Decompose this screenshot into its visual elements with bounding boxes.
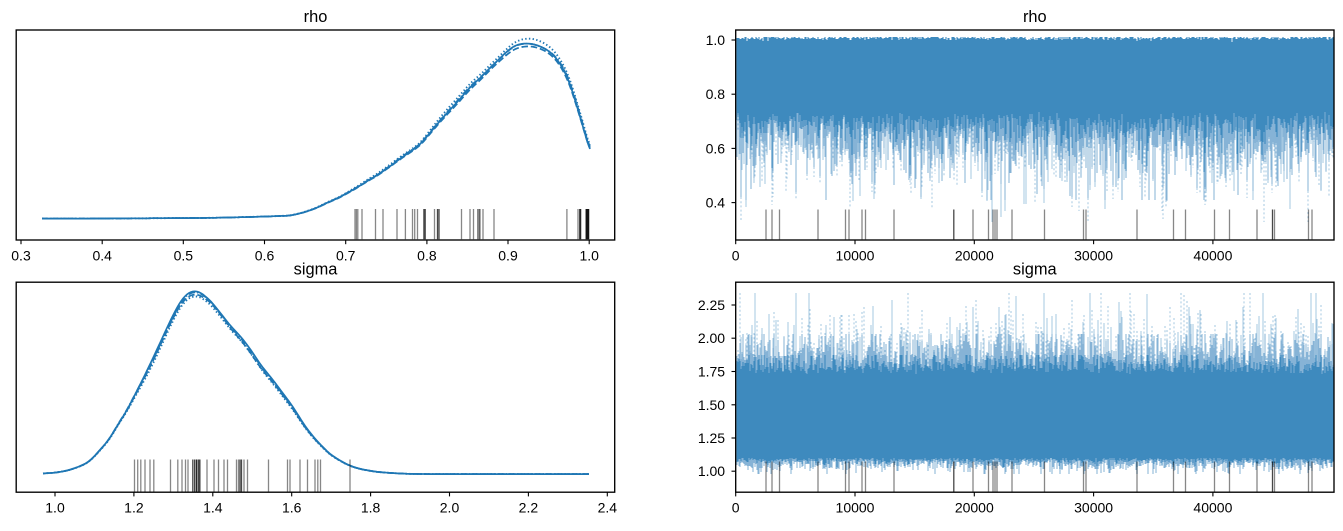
svg-text:0.3: 0.3 [11, 248, 31, 264]
svg-text:10000: 10000 [836, 248, 875, 264]
svg-text:40000: 40000 [1193, 500, 1232, 516]
svg-text:1.50: 1.50 [698, 397, 725, 413]
svg-text:0.5: 0.5 [174, 248, 194, 264]
svg-text:0.6: 0.6 [255, 248, 275, 264]
svg-text:rho: rho [304, 8, 328, 26]
svg-text:0.6: 0.6 [706, 140, 726, 156]
svg-text:0.4: 0.4 [92, 248, 112, 264]
svg-text:30000: 30000 [1074, 248, 1113, 264]
svg-text:1.2: 1.2 [124, 500, 144, 516]
svg-text:20000: 20000 [955, 500, 994, 516]
svg-text:1.75: 1.75 [698, 364, 725, 380]
svg-text:10000: 10000 [836, 500, 875, 516]
svg-text:0: 0 [732, 248, 740, 264]
svg-text:30000: 30000 [1074, 500, 1113, 516]
svg-text:1.6: 1.6 [282, 500, 302, 516]
svg-text:0.8: 0.8 [417, 248, 437, 264]
svg-text:1.4: 1.4 [203, 500, 223, 516]
svg-text:0.7: 0.7 [336, 248, 356, 264]
svg-text:2.2: 2.2 [519, 500, 539, 516]
svg-text:20000: 20000 [955, 248, 994, 264]
svg-text:40000: 40000 [1193, 248, 1232, 264]
svg-text:1.25: 1.25 [698, 430, 725, 446]
svg-text:1.00: 1.00 [698, 463, 725, 479]
svg-text:1.0: 1.0 [45, 500, 65, 516]
svg-text:1.0: 1.0 [579, 248, 599, 264]
svg-text:2.4: 2.4 [598, 500, 618, 516]
svg-text:0.4: 0.4 [706, 195, 726, 211]
svg-text:0.8: 0.8 [706, 86, 726, 102]
svg-text:1.8: 1.8 [361, 500, 381, 516]
svg-text:2.0: 2.0 [440, 500, 460, 516]
svg-text:2.25: 2.25 [698, 297, 725, 313]
svg-text:0.9: 0.9 [498, 248, 518, 264]
svg-text:sigma: sigma [294, 261, 339, 279]
svg-text:0: 0 [732, 500, 740, 516]
svg-text:1.0: 1.0 [706, 32, 726, 48]
svg-text:2.00: 2.00 [698, 330, 725, 346]
svg-text:sigma: sigma [1013, 261, 1058, 279]
svg-text:rho: rho [1023, 8, 1047, 26]
